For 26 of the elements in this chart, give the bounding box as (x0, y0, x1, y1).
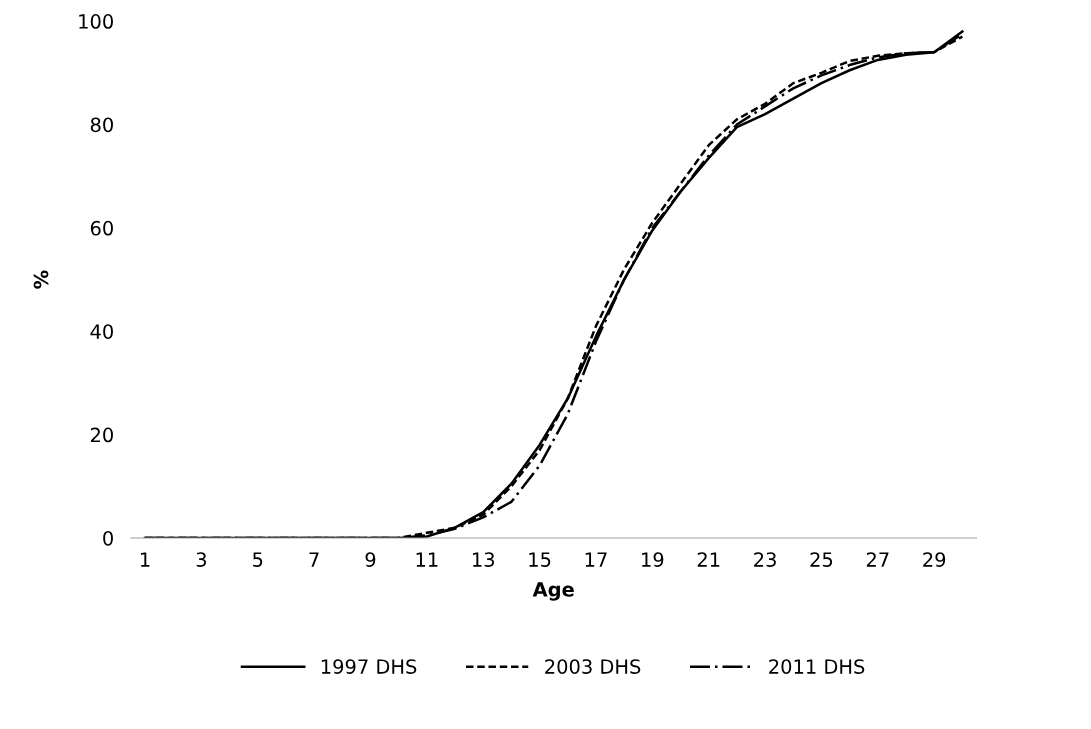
x-tick-label: 27 (866, 552, 889, 567)
x-tick-label: 7 (309, 552, 319, 567)
x-tick-label: 5 (253, 552, 263, 567)
x-tick-label: 29 (923, 552, 946, 567)
x-tick-label: 15 (529, 552, 551, 567)
x-tick-label: 11 (416, 552, 438, 567)
legend-label: 2003 DHS (545, 659, 641, 674)
x-tick-label: 25 (810, 552, 833, 567)
legend-label: 1997 DHS (321, 659, 417, 674)
x-axis-title: Age (532, 582, 574, 601)
x-tick-label: 1 (140, 552, 150, 567)
x-tick-label: 19 (642, 552, 664, 567)
y-tick-label: 100 (79, 14, 113, 29)
y-tick-label: 60 (90, 220, 113, 236)
x-tick-label: 9 (365, 552, 376, 567)
x-tick-label: 21 (697, 552, 720, 567)
x-tick-label: 3 (196, 552, 207, 567)
x-tick-label: 23 (754, 552, 776, 567)
y-tick-label: 80 (90, 117, 113, 133)
x-tick-label: 17 (585, 552, 607, 567)
legend-label: 2011 DHS (769, 659, 865, 674)
x-tick-label: 13 (472, 552, 495, 567)
y-tick-label: 0 (103, 530, 113, 546)
y-tick-label: 20 (90, 427, 113, 443)
y-axis-title: % (33, 270, 49, 289)
y-tick-label: 40 (90, 324, 113, 339)
